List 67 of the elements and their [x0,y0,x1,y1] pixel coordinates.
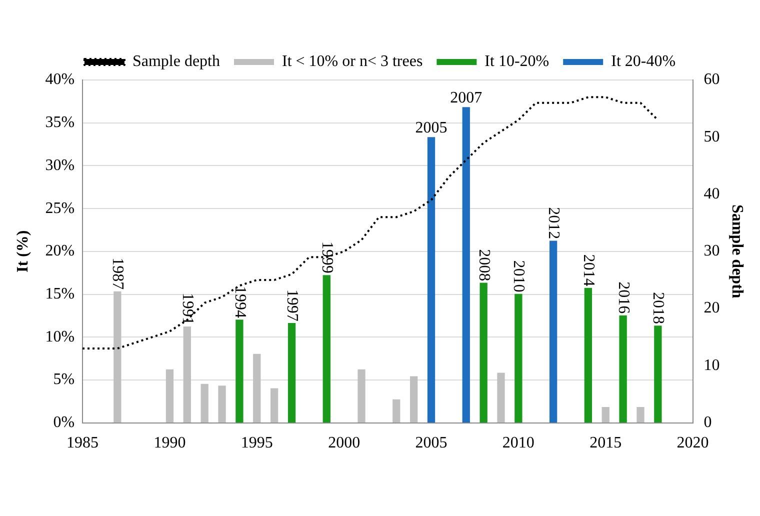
bar [183,326,191,423]
bar [636,407,644,423]
annotation: 2005 [415,120,448,137]
legend-label: It < 10% or n< 3 trees [282,53,423,70]
annotation: 2016 [614,282,632,314]
bar [619,315,627,423]
x-tick-label: 2015 [590,434,622,452]
y2-tick-label: 30 [704,242,720,260]
annotation: 1987 [109,258,126,290]
annotation: 2008 [475,249,492,282]
bar [253,354,261,423]
y2-tick-label: 20 [704,300,720,317]
y-tick-label: 0% [53,414,75,432]
x-tick-label: 1995 [240,434,273,452]
bar [654,326,662,423]
y-tick-label: 25% [45,200,75,217]
y-tick-label: 5% [53,371,75,388]
bar [218,386,226,423]
annotation: 2010 [510,260,528,292]
annotation: 2007 [450,90,482,107]
y-axis-title: It (%) [14,230,32,273]
y-tick-label: 30% [45,156,75,174]
legend-label: Sample depth [132,53,220,70]
annotation: 1994 [231,286,248,318]
bar [288,323,296,423]
x-tick-label: 2020 [676,434,709,452]
x-tick-label: 2010 [502,434,534,452]
x-tick-label: 2005 [415,434,448,452]
annotation: 1999 [318,241,336,274]
bar [270,388,278,423]
bar [114,291,122,423]
bar [427,137,436,423]
bar [410,376,418,423]
annotation: 1997 [284,289,301,322]
x-tick-label: 2000 [328,434,360,452]
bar [497,372,505,423]
bar [322,275,330,423]
y2-tick-label: 0 [704,414,712,432]
x-tick-label: 1990 [154,434,186,452]
annotation: 2014 [580,254,597,286]
y2-tick-label: 60 [704,71,720,88]
x-tick-label: 1985 [66,434,99,452]
bar [392,399,400,423]
annotation: 2012 [545,207,562,240]
bar [549,240,558,423]
bar [166,369,174,423]
bar [602,407,610,423]
y2-axis-title: Sample depth [728,204,746,298]
bar [462,107,470,423]
legend-label: It 10-20% [484,53,550,70]
y-tick-label: 20% [45,242,75,260]
y-tick-label: 40% [45,71,75,88]
y-tick-label: 35% [45,114,75,132]
y-tick-label: 15% [45,285,75,302]
annotation: 1991 [178,292,196,325]
legend-label: It 20-40% [611,53,676,70]
bar [200,384,208,423]
y2-tick-label: 10 [704,356,720,374]
y2-tick-label: 50 [704,128,720,146]
y-tick-label: 10% [45,328,75,346]
bar [480,282,488,423]
bar [236,320,244,423]
bar [358,369,366,423]
annotation: 2018 [650,292,667,324]
bar [584,288,592,423]
bar [514,294,522,423]
y2-tick-label: 40 [704,185,720,202]
